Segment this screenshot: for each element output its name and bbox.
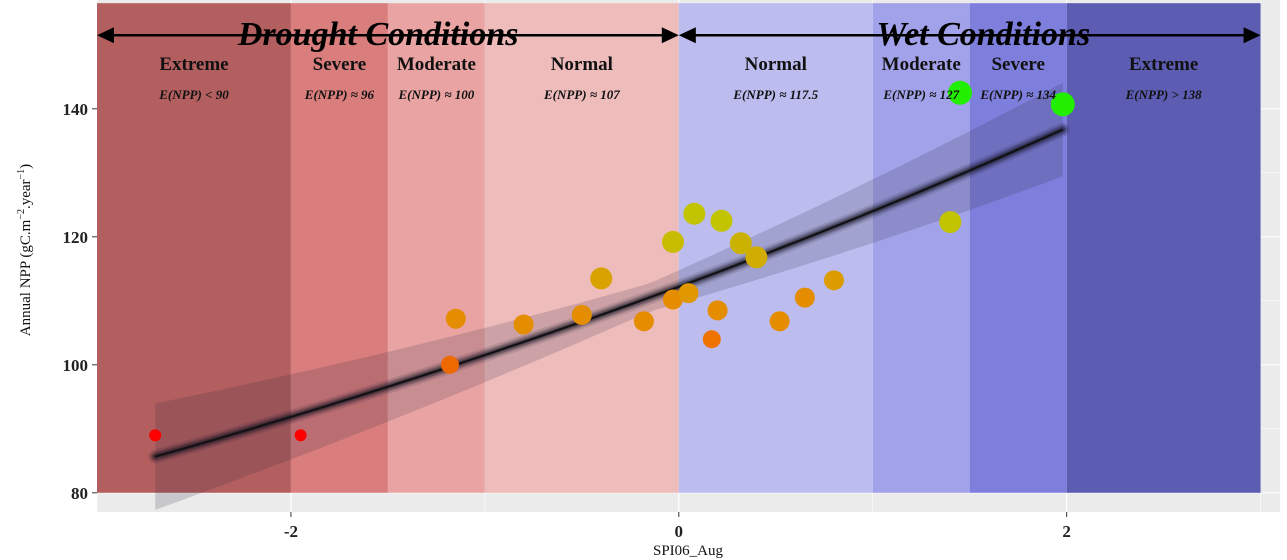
y-tick-label: 80	[71, 484, 88, 503]
y-axis-title-main: Annual NPP (gC.m	[18, 219, 34, 336]
wet-title: Wet Conditions	[876, 16, 1090, 53]
drought-wet-bands	[97, 3, 1261, 493]
band-label: Severe	[991, 54, 1044, 75]
band-5	[872, 3, 970, 493]
data-point	[445, 308, 466, 329]
trend-line	[154, 128, 1064, 458]
y-axis-title-sup2: −1	[16, 169, 27, 180]
band-label: Moderate	[397, 54, 476, 75]
band-expectation: E(NPP) ≈ 127	[882, 87, 959, 102]
band-label: Severe	[313, 54, 366, 75]
drought-title: Drought Conditions	[237, 16, 519, 53]
band-label: Normal	[745, 54, 807, 75]
data-point	[769, 311, 790, 332]
band-label: Extreme	[159, 54, 228, 75]
data-point	[149, 429, 162, 442]
band-label: Extreme	[1129, 54, 1198, 75]
band-7	[1066, 3, 1261, 493]
data-point	[661, 230, 684, 253]
band-expectation: E(NPP) ≈ 96	[304, 87, 375, 102]
data-point	[294, 429, 307, 442]
data-point	[633, 311, 654, 332]
band-4	[678, 3, 873, 493]
data-point	[707, 300, 728, 321]
band-expectation: E(NPP) ≈ 100	[398, 87, 475, 102]
data-point	[440, 355, 459, 374]
y-axis-title-mid: .year	[18, 179, 34, 209]
x-axis-title: SPI06_Aug	[653, 543, 724, 559]
data-point	[939, 211, 962, 234]
band-6	[969, 3, 1067, 493]
data-point	[571, 304, 592, 325]
x-tick-label: -2	[284, 522, 298, 541]
data-point	[948, 80, 973, 105]
data-point	[683, 202, 706, 225]
data-point	[590, 267, 613, 290]
y-tick-label: 100	[63, 356, 89, 375]
data-point	[823, 270, 844, 291]
data-point	[1050, 92, 1075, 117]
data-point	[678, 283, 699, 304]
y-tick-label: 140	[63, 100, 89, 119]
data-point	[794, 287, 815, 308]
band-expectation: E(NPP) ≈ 107	[543, 87, 620, 102]
band-expectation: E(NPP) ≈ 117.5	[732, 87, 818, 102]
y-axis-title: Annual NPP (gC.m−2.year−1)	[16, 164, 34, 336]
band-expectation: E(NPP) < 90	[158, 87, 229, 102]
band-3	[484, 3, 679, 493]
data-point	[745, 246, 768, 269]
data-point	[513, 314, 534, 335]
data-point	[729, 232, 752, 255]
band-2	[387, 3, 485, 493]
band-label: Normal	[551, 54, 613, 75]
data-point	[662, 289, 683, 310]
data-point	[710, 209, 733, 232]
y-axis-title-sup1: −2	[16, 209, 27, 220]
drought-arrow	[97, 27, 679, 44]
band-0	[97, 3, 291, 493]
y-tick-label: 120	[63, 228, 89, 247]
wet-arrow	[678, 27, 1261, 44]
trend-envelope-outer	[155, 82, 1063, 510]
y-axis-title-end: )	[18, 164, 34, 169]
x-tick-label: 0	[675, 522, 684, 541]
annotations: Drought Conditions Wet Conditions Extreme E…	[97, 16, 1261, 102]
band-label: Moderate	[882, 54, 961, 75]
data-point	[702, 330, 721, 349]
band-expectation: E(NPP) ≈ 134	[979, 87, 1056, 102]
band-expectation: E(NPP) > 138	[1125, 87, 1203, 102]
trend-curve	[148, 82, 1070, 510]
data-points	[149, 80, 1075, 442]
x-tick-label: 2	[1062, 522, 1071, 541]
axes: 80 100 120 140 -2 0 2	[63, 100, 1071, 541]
